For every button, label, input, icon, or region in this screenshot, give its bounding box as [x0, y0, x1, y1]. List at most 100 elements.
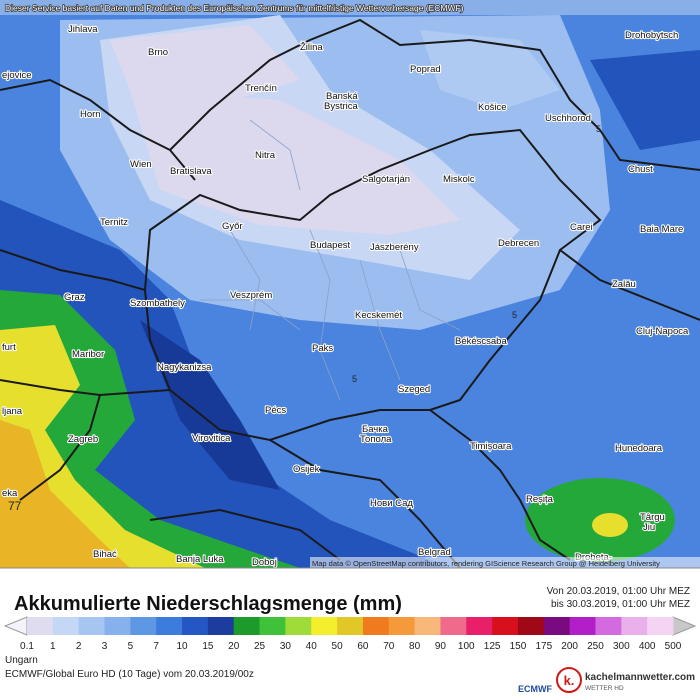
color-swatch [414, 617, 441, 635]
city-label: Virovitica [192, 433, 231, 444]
city-label: Zalău [612, 279, 636, 290]
color-scale: 0.1 1 2 3 5 7 10 15 20 25 30 40 50 60 70 80 90 100 125 150 1… [3, 616, 697, 652]
city-label: Carei [570, 222, 593, 233]
legend-title: Akkumulierte Niederschlagsmenge (mm) [14, 593, 402, 615]
city-label: Bystrica [324, 101, 359, 112]
city-label: Belgrad [418, 547, 451, 558]
city-label: Zagreb [68, 434, 98, 445]
city-label: Osijek [293, 464, 320, 475]
model-run: ECMWF/Global Euro HD (10 Tage) vom 20.03… [5, 669, 254, 680]
city-label: Târgu [640, 512, 665, 523]
city-label: Cluj-Napoca [636, 326, 689, 337]
city-label: Banská [326, 91, 358, 102]
city-label: Bratislava [170, 166, 212, 177]
city-label: Hunedoara [615, 443, 663, 454]
color-swatch [517, 617, 545, 635]
valid-to: bis 30.03.2019, 01:00 Uhr MEZ [551, 599, 690, 610]
color-swatch [466, 617, 493, 635]
high-arrow [672, 616, 697, 636]
scale-label: 25 [254, 641, 266, 652]
city-label: Ternitz [100, 217, 128, 228]
scale-label: 125 [484, 641, 501, 652]
city-label: Timișoara [470, 441, 512, 452]
source-note: Dieser Service basiert auf Daten und Pro… [5, 3, 464, 13]
city-label: Nagykanizsa [157, 362, 212, 373]
city-label: Нови Сад [370, 498, 413, 509]
city-label: Graz [64, 292, 85, 303]
pale-area [110, 25, 300, 110]
city-label: ljana [2, 406, 23, 417]
scale-label: 150 [510, 641, 527, 652]
city-label: Szombathely [130, 298, 185, 309]
city-label: eka [2, 488, 18, 499]
city-label: Uschhorod [545, 113, 591, 124]
city-label: ejovice [2, 70, 32, 81]
city-label: Horn [80, 109, 101, 120]
dark-area [140, 320, 280, 490]
contour-label: 5 [596, 124, 601, 134]
city-label: furt [2, 342, 16, 353]
color-swatch [207, 617, 235, 635]
dark-area [590, 50, 700, 150]
color-swatch [543, 617, 571, 635]
color-swatch [259, 617, 286, 635]
attribution: Map data © OpenStreetMap contributors, r… [312, 559, 660, 568]
city-label: Miskolc [443, 174, 475, 185]
scale-label: 50 [332, 641, 344, 652]
dark-area [0, 200, 450, 568]
city-label: Žilina [300, 42, 323, 53]
orange-area [0, 420, 130, 568]
city-label: Szeged [398, 384, 430, 395]
scale-label: 80 [409, 641, 421, 652]
attribution-band [310, 557, 700, 568]
scale-label: 100 [458, 641, 475, 652]
source-band [0, 0, 700, 15]
contour-label: 5 [512, 310, 517, 320]
city-label: Poprad [410, 64, 441, 75]
scale-label: 10 [176, 641, 188, 652]
city-label: Reșița [526, 494, 554, 505]
valid-from: Von 20.03.2019, 01:00 Uhr MEZ [547, 586, 690, 597]
city-label: Košice [478, 102, 507, 113]
color-swatch [130, 617, 157, 635]
city-label: Бачка [362, 424, 389, 435]
city-label: Jászberény [370, 242, 419, 253]
map: Jihlava Brno Žilina Poprad Drohobytsch T… [0, 0, 700, 569]
scale-label: 5 [128, 641, 134, 652]
city-label: Топола [360, 434, 392, 445]
scale-label: 0.1 [20, 641, 34, 652]
brand: WETTER HD [585, 685, 624, 692]
scale-label: 3 [102, 641, 108, 652]
city-label: Békéscsaba [455, 336, 507, 347]
scale-label: 500 [665, 641, 682, 652]
color-swatch [362, 617, 390, 635]
city-label: Paks [312, 343, 333, 354]
city-label: Budapest [310, 240, 351, 251]
light-area [420, 30, 560, 110]
color-swatch [233, 617, 261, 635]
color-swatch [569, 617, 596, 635]
city-label: Banja Luka [176, 554, 224, 565]
region-borders [200, 119, 461, 401]
color-swatch [78, 617, 106, 635]
region: Ungarn [5, 655, 38, 666]
scale-label: 70 [383, 641, 395, 652]
color-swatch [156, 617, 183, 635]
contour-label: 5 [352, 374, 357, 384]
scale-label: 175 [535, 641, 552, 652]
color-swatch [52, 617, 80, 635]
kachelmann-logo [556, 667, 582, 693]
color-swatch [595, 617, 622, 635]
city-label: Pécs [265, 405, 286, 416]
city-label: Bihać [93, 549, 117, 560]
city-label: Kecskemét [355, 310, 402, 321]
city-label: Jihlava [68, 24, 98, 35]
city-label: Veszprém [230, 290, 272, 301]
color-swatch [388, 617, 416, 635]
city-label: Trenčín [245, 83, 277, 94]
scale-label: 1 [50, 641, 56, 652]
logo-letter: k. [564, 673, 575, 688]
color-swatch [621, 617, 648, 635]
